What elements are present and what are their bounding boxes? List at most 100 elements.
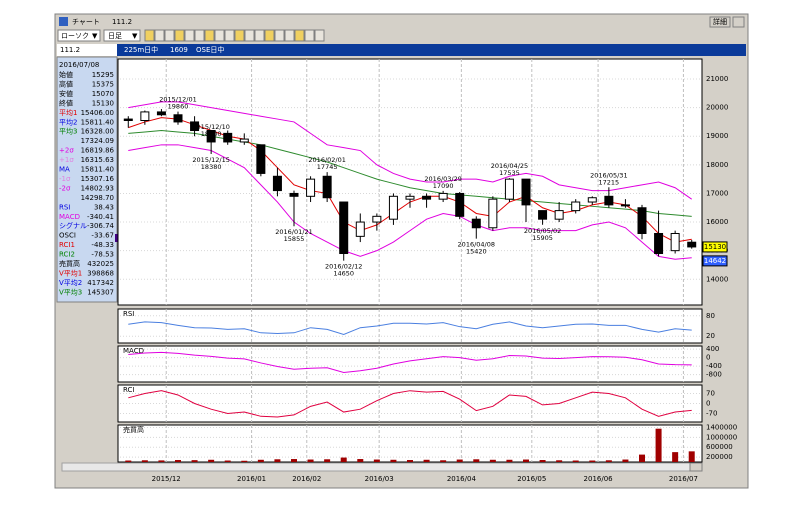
line — [128, 390, 692, 418]
tool-button[interactable] — [194, 29, 205, 42]
info-label: 安値 — [59, 89, 73, 98]
bar — [307, 459, 314, 462]
info-value: 398868 — [87, 269, 114, 277]
bar — [572, 460, 579, 462]
candle-body — [173, 114, 183, 123]
bar — [357, 459, 364, 462]
candle-body — [322, 175, 332, 199]
info-value: 14298.70 — [81, 194, 114, 202]
bar — [523, 459, 529, 462]
tool-button[interactable] — [164, 29, 175, 42]
detail-button[interactable] — [709, 16, 731, 28]
info-label: -1σ — [59, 175, 71, 183]
info-value: 16315.63 — [81, 156, 114, 164]
annotation-value: 14650 — [333, 270, 354, 278]
symbol-session: OSE日中 — [196, 45, 224, 54]
x-tick-label: 2016/02 — [292, 475, 321, 483]
panel — [117, 58, 703, 306]
scrollbar[interactable] — [61, 462, 703, 472]
panel-title: MACD — [123, 347, 144, 355]
scroll-thumb[interactable] — [689, 462, 703, 472]
bar — [324, 459, 331, 462]
info-value: 16819.86 — [81, 147, 115, 155]
y-tick-label: 18000 — [706, 161, 728, 169]
bar — [158, 460, 165, 462]
tool-button[interactable] — [314, 29, 325, 42]
bar — [539, 460, 546, 462]
tool-button[interactable] — [304, 29, 315, 42]
y-tick-label: 19000 — [706, 132, 728, 140]
annotation-date: 2016/01/21 — [275, 228, 312, 236]
tool-button[interactable] — [144, 29, 155, 42]
candle-body — [455, 192, 465, 217]
bar — [141, 460, 148, 462]
bar — [489, 459, 496, 462]
info-label: 平均3 — [59, 127, 77, 136]
info-value: -306.74 — [87, 222, 115, 230]
tool-button[interactable] — [274, 29, 285, 42]
line — [128, 321, 692, 336]
tool-button[interactable] — [234, 29, 245, 42]
bar — [257, 459, 264, 462]
chart-type-select[interactable] — [57, 29, 101, 42]
panel — [117, 345, 703, 383]
candle-body — [637, 207, 647, 234]
panel — [117, 424, 703, 463]
annotation-value: 18900 — [201, 130, 222, 138]
info-label: V平均3 — [59, 287, 82, 296]
info-value: 432025 — [87, 260, 114, 268]
symbol-box — [57, 44, 117, 56]
info-label: 終値 — [59, 98, 73, 107]
bar — [175, 460, 181, 462]
candle-body — [339, 201, 349, 255]
y-tick-label: 20 — [706, 332, 715, 340]
tool-button[interactable] — [214, 29, 225, 42]
tool-button[interactable] — [174, 29, 185, 42]
y-tick-label: 200000 — [706, 453, 733, 461]
info-value: 14802.93 — [81, 184, 114, 192]
tool-button[interactable] — [264, 29, 275, 42]
x-tick-label: 2016/04 — [447, 475, 477, 483]
candle-body — [388, 195, 398, 220]
annotation-value: 19860 — [168, 103, 189, 111]
bar — [456, 459, 463, 462]
candle-body — [687, 241, 697, 248]
candle-body — [488, 198, 498, 229]
tool-button[interactable] — [224, 29, 235, 42]
symbol-code: 111.2 — [60, 46, 80, 54]
tool-button[interactable] — [254, 29, 265, 42]
bar — [208, 459, 215, 462]
annotation-value: 15855 — [284, 235, 305, 243]
info-value: -78.53 — [91, 251, 114, 259]
candle-body — [156, 111, 166, 116]
annotation-value: 15420 — [466, 248, 487, 256]
annotation-value: 17535 — [499, 169, 520, 177]
tool-button[interactable] — [284, 29, 295, 42]
y-tick-label: 0 — [706, 354, 710, 362]
tool-button[interactable] — [244, 29, 255, 42]
y-tick-label: 14000 — [706, 275, 728, 283]
annotation-date: 2016/03/29 — [424, 175, 461, 183]
info-value: -340.41 — [87, 213, 114, 221]
info-label: RSI — [59, 203, 70, 211]
info-label: MA — [59, 166, 70, 174]
bar — [373, 459, 380, 462]
info-value: 417342 — [87, 279, 114, 287]
tool-button[interactable] — [294, 29, 305, 42]
annotation-value: 17745 — [317, 163, 338, 171]
period-select[interactable] — [103, 29, 141, 42]
x-tick-label: 2016/07 — [669, 475, 698, 483]
candle-body — [538, 210, 548, 220]
info-value: 16328.00 — [81, 128, 114, 136]
annotation-value: 15905 — [532, 234, 553, 242]
candle-body — [604, 195, 614, 206]
close-button[interactable] — [732, 16, 745, 28]
candle-body — [554, 210, 564, 220]
tool-button[interactable] — [204, 29, 215, 42]
tool-button[interactable] — [154, 29, 165, 42]
candle-body — [306, 178, 316, 197]
candle-body — [438, 192, 448, 200]
tool-button[interactable] — [184, 29, 195, 42]
candle-body — [670, 232, 680, 252]
bar — [440, 460, 447, 462]
